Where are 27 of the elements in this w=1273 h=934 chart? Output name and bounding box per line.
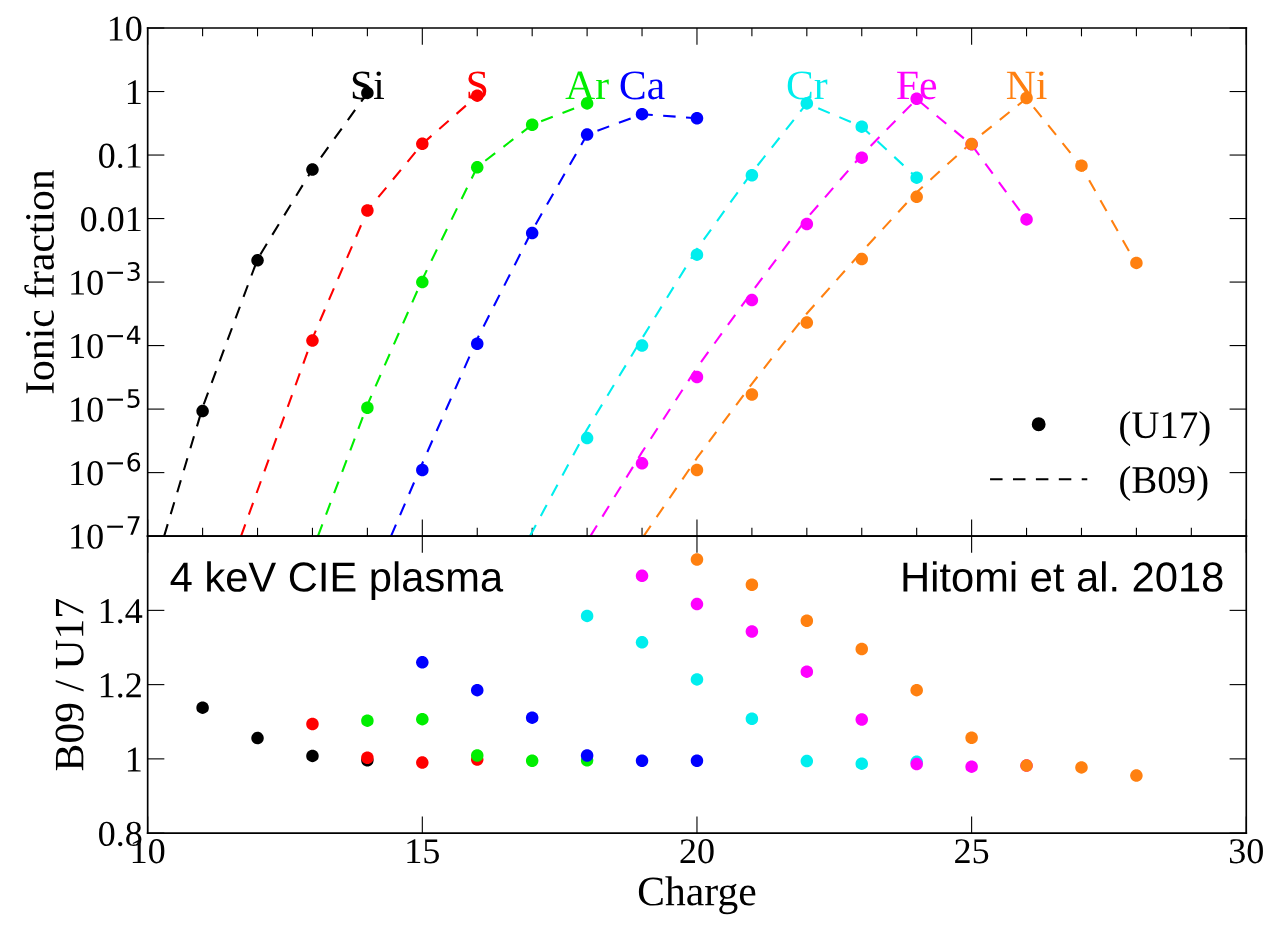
x-tick-label: 20 [680, 839, 714, 864]
x-tick-label: 30 [1229, 839, 1263, 864]
legend-label: (U17) [1120, 410, 1210, 447]
y-tick-label: 10$^{−4}$ [71, 325, 141, 359]
annotation: Cr [787, 71, 828, 100]
y-tick-label: 10$^{−7}$ [71, 516, 140, 549]
annotation: Ar [565, 71, 609, 100]
y-tick-label: 10$^{−3}$ [71, 261, 140, 295]
y-axis-title: B09 / U17 [55, 599, 84, 771]
y-tick-label: 0.1 [99, 143, 141, 169]
y-tick-label: 1.2 [100, 673, 141, 698]
y-tick-label: 10$^{−5}$ [71, 389, 140, 422]
y-axis-title: Ionic fraction [24, 169, 55, 394]
y-tick-label: 10 [109, 16, 142, 41]
y-tick-label: 0.01 [80, 207, 141, 232]
annotation: Fe [897, 71, 937, 100]
y-tick-label: 1 [127, 80, 141, 105]
x-tick-label: 25 [955, 839, 989, 864]
annotation: 4 keV CIE plasma [170, 561, 504, 601]
y-tick-label: 1 [127, 747, 141, 772]
y-tick-label: 10$^{−6}$ [71, 452, 141, 486]
legend-label: (B09) [1120, 465, 1208, 502]
x-tick-label: 15 [407, 839, 439, 864]
annotation: Hitomi et al. 2018 [903, 561, 1223, 592]
annotation: Ca [620, 71, 665, 100]
x-axis-title: Charge [638, 876, 756, 915]
y-tick-label: 1.4 [100, 599, 143, 624]
